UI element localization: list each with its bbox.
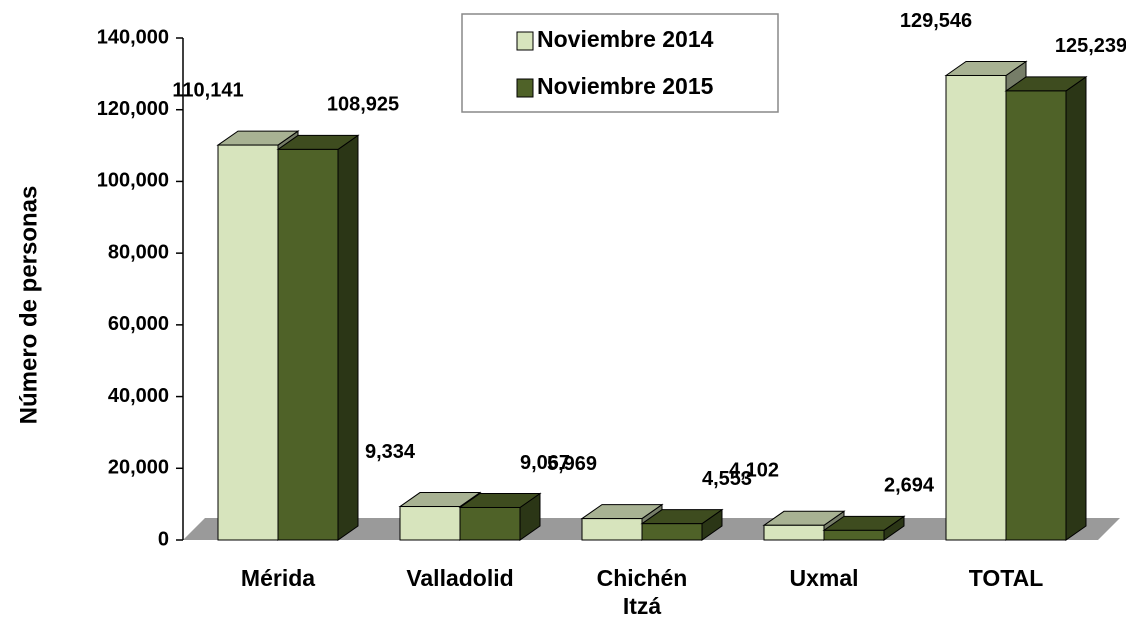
- y-axis-title: Número de personas: [15, 186, 42, 425]
- value-label: 125,239: [1055, 35, 1126, 57]
- value-label: 5,969: [547, 453, 597, 475]
- value-label: 4,102: [729, 460, 779, 482]
- bar: [459, 506, 521, 541]
- bar: [581, 518, 643, 541]
- value-label: 2,694: [884, 475, 935, 497]
- bar: [217, 144, 279, 541]
- x-tick-label: Chichén Itzá: [596, 565, 688, 619]
- legend-swatch: [516, 78, 534, 98]
- bar: [945, 74, 1007, 541]
- bar: [1005, 90, 1067, 541]
- x-tick-label: TOTAL: [968, 565, 1044, 591]
- bar: [763, 524, 825, 541]
- value-label: 4,553: [702, 468, 752, 490]
- y-tick-label: 100,000: [97, 170, 169, 192]
- value-label: 108,925: [327, 94, 399, 116]
- value-label: 129,546: [900, 10, 972, 32]
- x-tick-label: Uxmal: [789, 565, 859, 591]
- x-tick-label: Mérida: [240, 565, 316, 591]
- bar-side: [1065, 75, 1087, 541]
- legend-swatch: [516, 31, 534, 51]
- bar-side: [337, 134, 359, 541]
- legend-label: Noviembre 2015: [537, 73, 714, 99]
- y-tick-label: 120,000: [97, 98, 169, 120]
- bar: [277, 148, 339, 541]
- legend: [461, 13, 779, 113]
- value-label: 9,334: [365, 441, 416, 463]
- bar: [399, 506, 461, 541]
- y-tick-label: 40,000: [108, 385, 169, 407]
- value-label: 110,141: [172, 79, 243, 101]
- value-label: 9,067: [520, 452, 570, 474]
- y-tick-label: 0: [158, 528, 169, 550]
- legend-label: Noviembre 2014: [537, 26, 714, 52]
- y-tick-label: 80,000: [108, 241, 169, 263]
- y-tick-label: 140,000: [97, 26, 169, 48]
- y-tick-label: 60,000: [108, 313, 169, 335]
- x-tick-label: Valladolid: [406, 565, 514, 591]
- bar: [641, 523, 703, 541]
- y-tick-label: 20,000: [108, 457, 169, 479]
- bar: [823, 529, 885, 541]
